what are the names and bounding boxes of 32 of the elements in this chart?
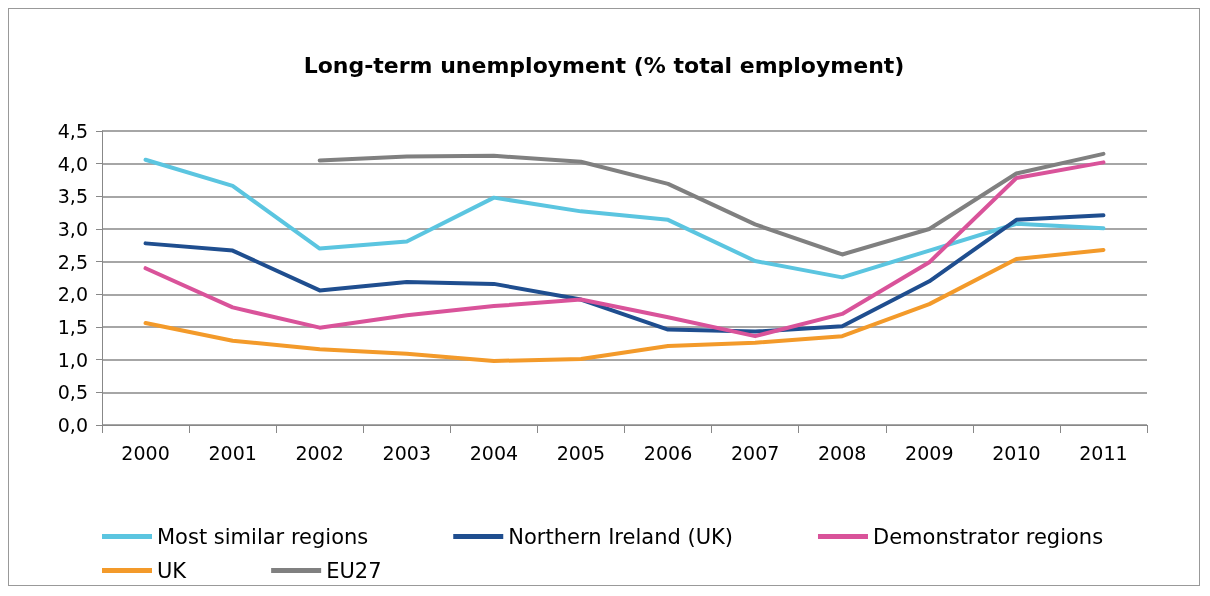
- x-tick-label: 2001: [208, 441, 257, 464]
- y-tick-label: 0,0: [57, 414, 88, 436]
- y-tick-label: 1,5: [57, 316, 88, 338]
- y-tick-label: 3,5: [57, 185, 88, 208]
- y-tick-label: 2,0: [57, 283, 88, 306]
- legend-label: UK: [157, 558, 188, 583]
- x-tick-label: 2004: [469, 441, 519, 464]
- x-tick-label: 2008: [818, 441, 867, 464]
- y-tick-label: 2,5: [57, 250, 88, 273]
- x-tick-label: 2007: [730, 441, 780, 464]
- chart-title: Long-term unemployment (% total employment): [303, 52, 905, 78]
- line-series: [143, 160, 1106, 339]
- x-tick-label: 2003: [382, 441, 431, 464]
- x-tick-label: 2002: [295, 441, 344, 464]
- legend-label: EU27: [326, 558, 382, 583]
- x-tick-label: 2009: [905, 441, 954, 464]
- y-tick-label: 0,5: [57, 381, 88, 404]
- y-tick-label: 3,0: [57, 218, 88, 240]
- legend-label: Most similar regions: [157, 524, 369, 549]
- y-tick-label: 1,0: [57, 348, 88, 371]
- x-tick-label: 2006: [643, 441, 693, 464]
- y-tick-label: 4,5: [57, 120, 88, 142]
- x-tick-label: 2011: [1079, 441, 1128, 464]
- x-tick-label: 2000: [121, 441, 170, 464]
- line-series: [143, 247, 1106, 363]
- y-tick-label: 4,0: [57, 152, 88, 175]
- line-series: [143, 213, 1106, 334]
- legend-label: Demonstrator regions: [872, 524, 1104, 549]
- legend-label: Northern Ireland (UK): [508, 524, 733, 549]
- x-tick-label: 2005: [556, 441, 606, 464]
- x-tick-label: 2010: [992, 441, 1041, 464]
- line-series: [143, 157, 1106, 280]
